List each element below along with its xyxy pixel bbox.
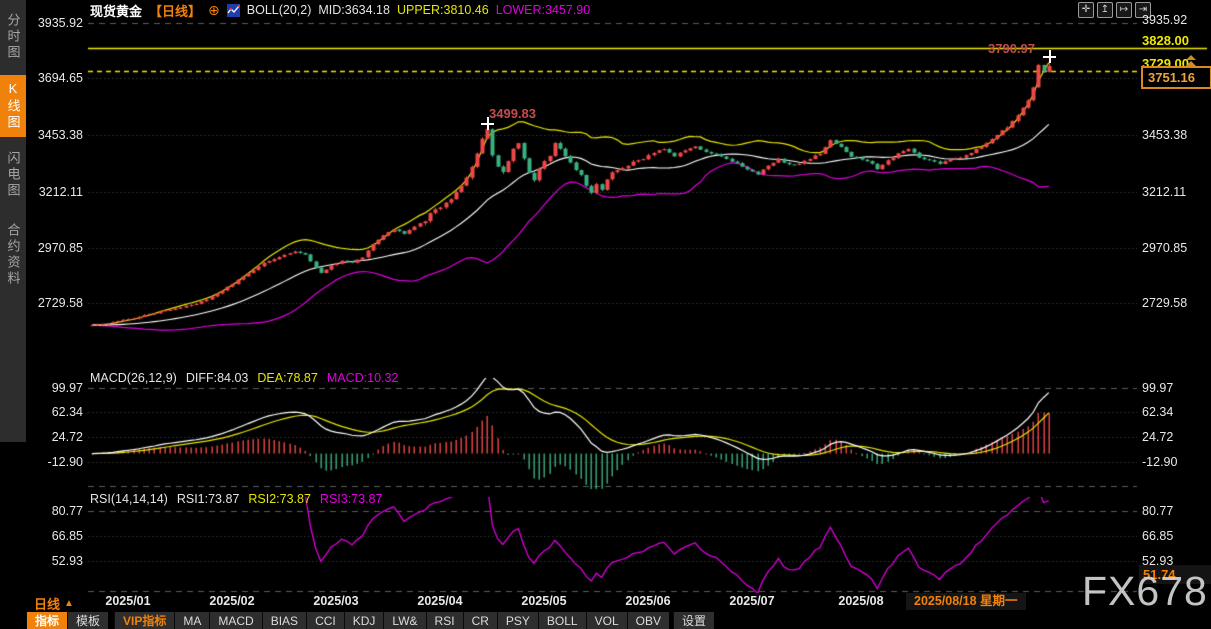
indicator-toolbar: 指标 模板 VIP指标 MA MACD BIAS CCI KDJ LW& RSI CR PSY BOLL… (26, 612, 714, 629)
chevron-up-icon: ▲ (64, 598, 74, 609)
recent-high-label: 3790.97 (988, 41, 1035, 56)
resistance-level-label: 3828.00 (1142, 33, 1189, 48)
axis-tick-label: 3212.11 (38, 185, 83, 199)
toolbar-button-RSI[interactable]: RSI (425, 612, 463, 629)
toolbar-button-MACD[interactable]: MACD (209, 612, 262, 629)
toolbar-button-CR[interactable]: CR (462, 612, 497, 629)
rsi-last-value-box: 51.74 (1139, 565, 1211, 584)
last-price-box: 3751.16 (1141, 66, 1211, 89)
axis-tick-label: 3453.38 (37, 128, 83, 142)
toolbar-button-LW&[interactable]: LW& (383, 612, 426, 629)
toolbar-button-PSY[interactable]: PSY (496, 612, 538, 629)
axis-tick-label: 3212.11 (1142, 185, 1187, 199)
x-axis-month-label: 2025/08 (838, 594, 884, 608)
rsi3-value: RSI3:73.87 (319, 492, 383, 506)
axis-tick-label: 80.77 (51, 504, 83, 518)
boll-mid-value: MID:3634.18 (318, 3, 390, 17)
macd-hist-value: MACD:10.32 (326, 371, 399, 385)
x-axis-month-label: 2025/07 (729, 594, 775, 608)
x-axis-month-label: 2025/02 (209, 594, 255, 608)
axis-tick-label: 52.93 (1142, 554, 1174, 568)
axis-tick-label: -12.90 (1142, 455, 1178, 469)
scale-vertical-icon[interactable]: ↥ (1097, 2, 1113, 18)
x-axis-month-label: 2025/01 (105, 594, 151, 608)
chart-header-legend: 现货黄金 【日线】 ⊕ BOLL(20,2) MID:3634.18 UPPER… (90, 1, 591, 19)
move-tool-icon[interactable]: ✛ (1078, 2, 1094, 18)
axis-tick-label: 62.34 (1142, 405, 1174, 419)
sidebar-item-4[interactable]: 合约资料 (5, 223, 21, 287)
x-axis-month-label: 2025/05 (521, 594, 567, 608)
go-to-latest-icon[interactable]: ⇥ (1135, 2, 1151, 18)
axis-tick-label: 99.97 (1142, 381, 1174, 395)
selected-date-box: 2025/08/18 星期一 (906, 593, 1026, 610)
axis-tick-label: 2729.58 (1142, 296, 1188, 310)
toolbar-button-指标[interactable]: 指标 (26, 612, 68, 629)
boll-upper-value: UPPER:3810.46 (396, 3, 489, 17)
april-high-cross-marker-icon (481, 117, 494, 130)
x-axis-month-label: 2025/04 (417, 594, 463, 608)
axis-tick-label: 66.85 (1142, 529, 1174, 543)
boll-lower-value: LOWER:3457.90 (495, 3, 591, 17)
axis-tick-label: 2970.85 (37, 241, 83, 255)
axis-tick-label: 24.72 (51, 430, 83, 444)
sidebar-item-2[interactable]: K线图 (0, 75, 26, 137)
toolbar-button-BOLL[interactable]: BOLL (537, 612, 586, 629)
toolbar-button-模板[interactable]: 模板 (67, 612, 109, 629)
symbol-name: 现货黄金 (90, 3, 143, 19)
rsi1-value: RSI1:73.87 (176, 492, 240, 506)
period-tag: 【日线】 (149, 3, 202, 19)
mini-chart-icon[interactable] (226, 3, 240, 17)
scroll-to-latest-arrow-icon[interactable] (1186, 55, 1196, 67)
sidebar-item-1[interactable]: 分时图 (5, 13, 21, 61)
toolbar-button-MA[interactable]: MA (174, 612, 210, 629)
axis-tick-label: 80.77 (1142, 504, 1174, 518)
axis-tick-label: -12.90 (47, 455, 83, 469)
sidebar-item-3[interactable]: 闪电图 (5, 151, 21, 199)
axis-tick-label: 3935.92 (1142, 13, 1188, 27)
toolbar-button-VIP指标[interactable]: VIP指标 (114, 612, 175, 629)
axis-tick-label: 66.85 (51, 529, 83, 543)
axis-tick-label: 62.34 (51, 405, 83, 419)
scale-horizontal-icon[interactable]: ↦ (1116, 2, 1132, 18)
rsi-title: RSI(14,14,14) (90, 492, 168, 506)
toolbar-button-CCI[interactable]: CCI (306, 612, 344, 629)
boll-indicator-label: BOLL(20,2) (246, 3, 312, 17)
period-selector[interactable]: 日线 ▲ (34, 594, 74, 613)
x-axis-month-label: 2025/03 (313, 594, 359, 608)
axis-tick-label: 3694.65 (37, 71, 83, 85)
axis-tick-label: 99.97 (51, 381, 83, 395)
axis-tick-label: 24.72 (1142, 430, 1174, 444)
chart-type-sidebar: 分时图 K线图闪电图合约资料 (0, 0, 26, 442)
rsi-legend: RSI(14,14,14) RSI1:73.87 RSI2:73.87 RSI3… (90, 492, 382, 506)
axis-tick-label: 52.93 (51, 554, 83, 568)
toolbar-button-VOL[interactable]: VOL (585, 612, 627, 629)
axis-tick-label: 2729.58 (37, 296, 83, 310)
macd-dea-value: DEA:78.87 (257, 371, 318, 385)
axis-tick-label: 3935.92 (37, 16, 83, 30)
april-high-label: 3499.83 (489, 106, 536, 121)
toolbar-button-KDJ[interactable]: KDJ (343, 612, 384, 629)
recent-high-cross-marker-icon (1043, 50, 1056, 63)
x-axis-month-label: 2025/06 (625, 594, 671, 608)
add-indicator-icon[interactable]: ⊕ (208, 1, 220, 18)
toolbar-button-BIAS[interactable]: BIAS (261, 612, 307, 629)
period-label-text: 日线 (34, 597, 61, 612)
rsi2-value: RSI2:73.87 (248, 492, 311, 506)
chart-toolbar-icons: ✛ ↥ ↦ ⇥ (1078, 2, 1151, 18)
macd-title: MACD(26,12,9) (90, 371, 177, 385)
toolbar-button-设置[interactable]: 设置 (672, 612, 714, 629)
macd-diff-value: DIFF:84.03 (185, 371, 249, 385)
axis-tick-label: 2970.85 (1142, 241, 1188, 255)
watermark: FX678 (1082, 568, 1208, 614)
axis-tick-label: 3453.38 (1142, 128, 1188, 142)
macd-legend: MACD(26,12,9) DIFF:84.03 DEA:78.87 MACD:… (90, 371, 398, 385)
toolbar-button-OBV[interactable]: OBV (626, 612, 669, 629)
